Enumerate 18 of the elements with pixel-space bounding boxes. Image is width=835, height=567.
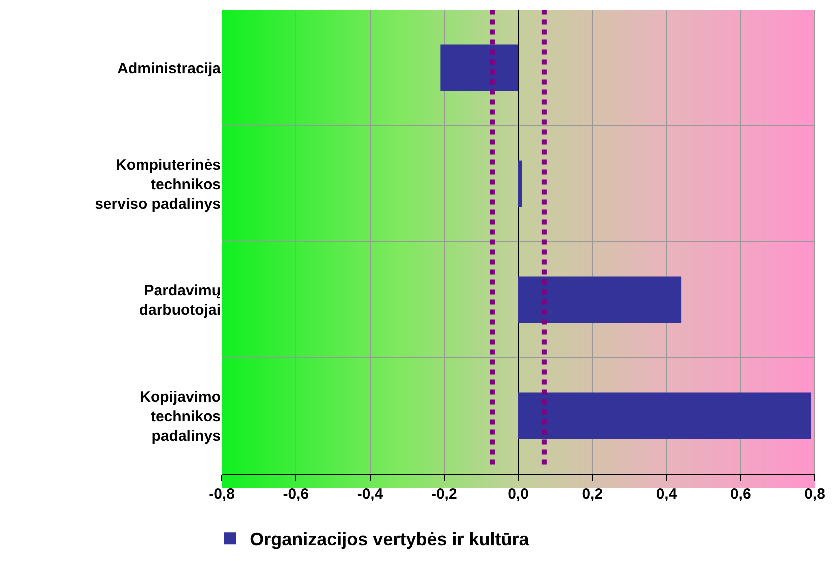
- x-tick-label: -0,6: [283, 486, 310, 503]
- bar: [440, 44, 518, 92]
- x-tick-label: -0,8: [209, 486, 235, 503]
- y-tick-label: Pardavimų darbuotojai: [139, 282, 221, 319]
- bar: [518, 392, 812, 440]
- bar: [518, 276, 682, 324]
- y-tick-label: Kompiuterinės technikos serviso padalinys: [95, 156, 221, 213]
- x-tick-label: 0,0: [508, 486, 529, 503]
- x-tick-label: 0,4: [656, 486, 678, 503]
- x-tick-label: 0,6: [730, 486, 752, 503]
- x-tick-label: 0,2: [582, 486, 604, 503]
- x-tick-label: -0,4: [357, 486, 384, 503]
- y-tick-label: Administracija: [118, 60, 222, 78]
- x-tick-label: -0,2: [431, 486, 458, 503]
- y-tick-label: Kopijavimo technikos padalinys: [140, 388, 221, 445]
- bar: [518, 160, 522, 208]
- legend-label: Organizacijos vertybės ir kultūra: [250, 530, 530, 550]
- x-tick-label: 0,8: [804, 486, 826, 503]
